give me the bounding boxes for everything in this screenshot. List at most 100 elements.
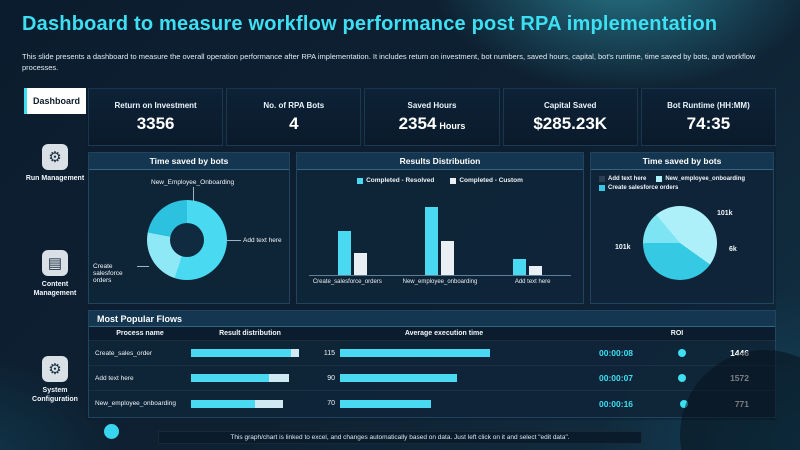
chart-legend: Add text here New_employee_onboarding Cr… — [599, 176, 769, 191]
legend-swatch-custom — [450, 177, 457, 184]
kpi-label: Capital Saved — [543, 100, 597, 110]
cog-icon: ⚙ — [42, 356, 68, 382]
legend-swatch — [656, 176, 663, 182]
segment-resolved — [191, 374, 269, 382]
avg-execution-cell: 70 — [309, 399, 579, 408]
avg-value: 90 — [327, 374, 335, 382]
execution-time: 00:00:07 — [599, 373, 634, 383]
bar-plot-area — [309, 194, 571, 276]
legend-label: Completed - Custom — [459, 177, 523, 184]
category-axis: Create_salesforce_orders New_employee_on… — [301, 279, 579, 285]
pie-value-label: 6k — [729, 246, 737, 253]
dashboard-content: Return on Investment 3356 No. of RPA Bot… — [86, 88, 777, 420]
table-title: Most Popular Flows — [89, 311, 775, 327]
column-header: Process name — [116, 330, 164, 337]
kpi-capital-saved: Capital Saved $285.23K — [502, 88, 638, 146]
donut-label: Add text here — [243, 237, 282, 244]
segment-custom — [269, 374, 289, 382]
leader-line — [227, 240, 241, 241]
kpi-label: Bot Runtime (HH:MM) — [667, 100, 750, 110]
sidebar-item-dashboard[interactable]: Dashboard — [24, 88, 86, 114]
pie-chart: Add text here New_employee_onboarding Cr… — [591, 170, 773, 303]
sidebar: Dashboard ⚙ Run Management ▤ Content Man… — [24, 88, 86, 420]
gear-icon: ⚙ — [42, 144, 68, 170]
kpi-saved-hours: Saved Hours 2354 Hours — [364, 88, 500, 146]
bar-group — [512, 259, 542, 275]
segment-resolved — [191, 349, 291, 357]
process-name: Add text here — [95, 374, 134, 382]
category-label: Create_salesforce_orders — [312, 279, 382, 285]
bar-custom — [441, 241, 455, 275]
panel-time-saved-pie: Time saved by bots Add text here New_emp… — [590, 152, 774, 304]
segment-custom — [255, 399, 283, 408]
pie-circle — [643, 206, 717, 280]
bar-custom — [528, 266, 542, 275]
column-header: Result distribution — [219, 330, 281, 337]
roi-dot-icon — [679, 399, 688, 408]
bar-resolved — [512, 259, 526, 275]
kpi-value: 2354 — [398, 113, 437, 133]
page-subtitle: This slide presents a dashboard to measu… — [22, 52, 756, 72]
sidebar-item-label: Run Management — [25, 175, 85, 182]
avg-value: 115 — [323, 349, 335, 357]
sidebar-item-label: Content Management — [33, 281, 77, 298]
sidebar-item-system-configuration[interactable]: ⚙ System Configuration — [24, 356, 86, 404]
legend-swatch-resolved — [357, 177, 364, 184]
kpi-strip: Return on Investment 3356 No. of RPA Bot… — [88, 88, 777, 146]
chart-legend: Completed - Resolved Completed - Custom — [297, 177, 583, 184]
panel-title: Time saved by bots — [89, 153, 289, 170]
legend-swatch — [599, 185, 605, 191]
legend-label: Completed - Resolved — [366, 177, 435, 184]
roi-dot-icon — [677, 374, 686, 382]
donut-label: Create salesforce orders — [93, 263, 123, 284]
legend-label: New_employee_onboarding — [665, 176, 746, 182]
kpi-return-on-investment: Return on Investment 3356 — [88, 88, 224, 146]
table-row: New_employee_onboarding 70 00:00:16 771 — [89, 391, 775, 416]
avg-bar — [340, 374, 457, 382]
column-header: ROI — [670, 330, 684, 337]
kpi-label: Saved Hours — [407, 100, 457, 110]
kpi-label: No. of RPA Bots — [263, 100, 325, 110]
legend-label: Create salesforce orders — [608, 185, 679, 191]
execution-time: 00:00:16 — [599, 398, 634, 409]
bar-group — [425, 207, 455, 275]
sidebar-item-run-management[interactable]: ⚙ Run Management — [24, 144, 86, 183]
process-name: Create_sales_order — [95, 349, 153, 357]
table-row: Add text here 90 00:00:07 1572 — [89, 366, 775, 391]
panel-time-saved-donut: Time saved by bots New_Employee_Onboardi… — [88, 152, 290, 304]
avg-bar — [340, 399, 431, 408]
avg-execution-cell: 115 — [309, 349, 579, 357]
bar-group — [338, 231, 368, 275]
table-row: Create_sales_order 115 00:00:08 1446 — [89, 341, 775, 366]
sidebar-item-label: Dashboard — [32, 96, 80, 106]
result-distribution-bar — [191, 399, 309, 408]
sidebar-item-content-management[interactable]: ▤ Content Management — [24, 250, 86, 298]
process-name: New_employee_onboarding — [95, 400, 176, 407]
page-title: Dashboard to measure workflow performanc… — [22, 13, 718, 35]
kpi-value: 74:35 — [686, 113, 731, 133]
legend-label: Add text here — [608, 176, 647, 182]
pie-value-label: 101k — [615, 244, 631, 251]
bar-custom — [354, 252, 368, 275]
panel-title: Results Distribution — [297, 153, 583, 170]
result-distribution-bar — [191, 374, 309, 382]
dashboard-main: Dashboard ⚙ Run Management ▤ Content Man… — [24, 88, 777, 420]
segment-resolved — [191, 399, 255, 408]
kpi-label: Return on Investment — [114, 100, 197, 110]
execution-time: 00:00:08 — [599, 348, 634, 358]
avg-value: 70 — [327, 400, 335, 407]
donut-label: New_Employee_Onboarding — [151, 179, 235, 186]
legend-swatch — [599, 176, 605, 182]
panel-results-distribution: Results Distribution Completed - Resolve… — [296, 152, 584, 304]
kpi-value: 3356 — [136, 113, 175, 133]
kpi-rpa-bots: No. of RPA Bots 4 — [226, 88, 362, 146]
kpi-value-suffix: Hours — [439, 120, 466, 131]
result-distribution-bar — [191, 349, 309, 357]
avg-bar — [340, 349, 490, 357]
leader-line — [193, 187, 194, 201]
avg-execution-cell: 90 — [309, 374, 579, 382]
category-label: Add text here — [514, 279, 551, 285]
leader-line — [137, 266, 149, 267]
donut-chart: New_Employee_Onboarding Add text here Cr… — [89, 170, 289, 303]
